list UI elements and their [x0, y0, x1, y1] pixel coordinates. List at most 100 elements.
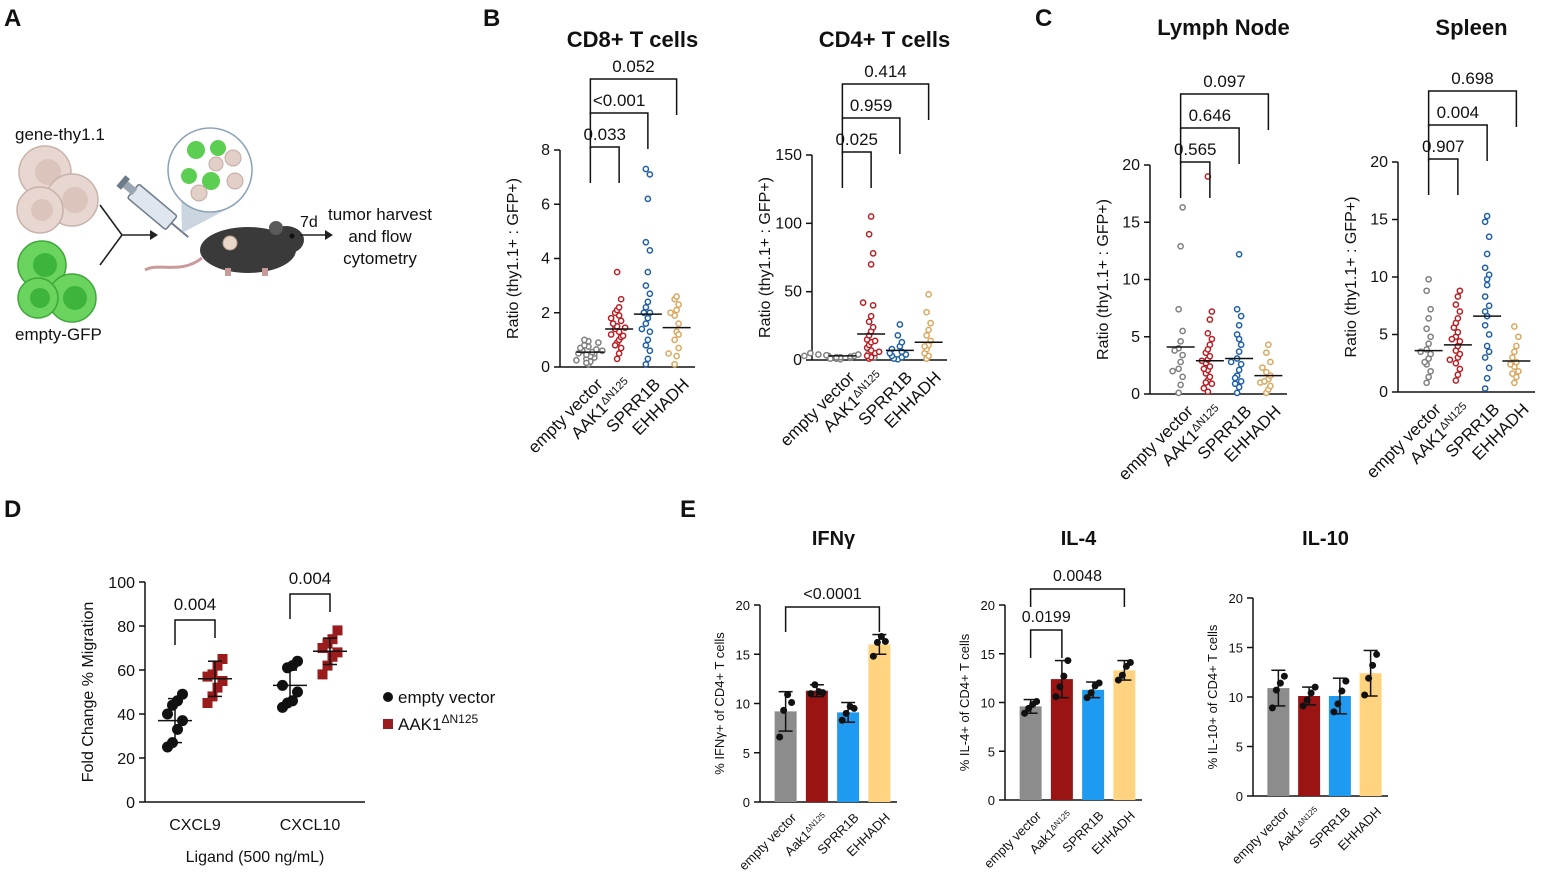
data-point: [1511, 323, 1518, 330]
chart-migration: 0 20 40 60 80 100 Fold Change % Migration Ligan…: [80, 569, 365, 866]
p-value-label: 0.025: [835, 130, 878, 149]
gfp-cell-3-nucleus: [30, 288, 50, 308]
y-tick-label: 8: [541, 142, 550, 159]
y-tick-label: 2: [541, 305, 550, 322]
y-tick-label: 4: [541, 251, 550, 268]
data-point: [784, 691, 792, 699]
data-point: [1276, 679, 1284, 687]
duration-label: 7d: [300, 214, 318, 231]
mix-thy-cell: [224, 149, 242, 167]
y-tick-label: 80: [117, 619, 135, 636]
legend-label-aak1: AAK1ΔN125: [398, 712, 479, 734]
significance-bracket: [1029, 588, 1126, 607]
y-tick-label: 100: [775, 215, 802, 232]
data-point: [1483, 342, 1491, 350]
significance-bracket: [174, 619, 216, 645]
data-point: [1481, 218, 1489, 226]
data-point: [855, 351, 862, 358]
data-point: [642, 165, 650, 173]
data-point: [1421, 358, 1428, 366]
y-tick-label: 0: [1379, 384, 1388, 401]
data-point: [1307, 689, 1315, 697]
data-point: [1060, 672, 1068, 680]
data-point: [673, 306, 680, 314]
data-point: [1208, 308, 1216, 315]
y-tick-label: 10: [1370, 269, 1388, 286]
y-tick-label: 5: [988, 744, 995, 759]
y-tick-label: 10: [1229, 690, 1243, 705]
data-point: [642, 360, 650, 368]
data-point: [867, 260, 875, 268]
data-point: [1056, 683, 1064, 691]
data-point: [1365, 674, 1373, 682]
data-point: [1179, 327, 1186, 335]
y-tick-label: 15: [1122, 214, 1140, 231]
data-point: [1261, 378, 1268, 385]
data-point: [859, 299, 867, 306]
empty-gfp-label: empty-GFP: [15, 325, 102, 344]
data-point: [581, 336, 588, 344]
chart-title: CD8+ T cells: [567, 27, 698, 52]
y-tick-label: 6: [541, 196, 550, 213]
data-point: [613, 268, 621, 276]
legend-label-empty-vector: empty vector: [398, 688, 496, 707]
x-axis-label: Ligand (500 ng/mL): [186, 849, 325, 866]
data-point: [1454, 328, 1462, 336]
data-point: [1235, 335, 1243, 343]
data-point: [1425, 373, 1432, 381]
data-point: [1175, 305, 1182, 313]
data-point: [1175, 389, 1182, 397]
data-point: [1330, 708, 1338, 716]
data-point: [1338, 687, 1346, 695]
data-point: [869, 652, 877, 660]
x-tick-label: CXCL9: [169, 817, 221, 834]
p-value-label: 0.959: [850, 96, 893, 115]
p-value-label: 0.414: [864, 62, 907, 81]
p-value-label: 0.004: [289, 569, 332, 588]
thy-cell-1-nucleus: [35, 159, 61, 185]
data-point: [1206, 373, 1214, 381]
data-point: [644, 314, 652, 322]
bar: [1298, 696, 1321, 796]
data-point: [780, 706, 788, 714]
y-tick-label: 20: [736, 598, 750, 613]
data-point: [595, 339, 602, 346]
data-point: [838, 716, 846, 724]
data-point: [1171, 347, 1178, 354]
data-point: [573, 356, 580, 364]
data-point: [332, 625, 343, 636]
data-point: [1179, 373, 1186, 381]
data-point: [1485, 233, 1493, 241]
y-tick-label: 15: [736, 647, 750, 662]
data-point: [644, 298, 652, 306]
data-point: [644, 355, 652, 363]
data-point: [1423, 325, 1430, 333]
data-point: [644, 195, 652, 203]
merge-arrow: [99, 204, 150, 266]
data-point: [1179, 351, 1186, 359]
p-value-label: 0.907: [1422, 137, 1465, 156]
data-point: [292, 655, 303, 667]
bar: [1082, 689, 1105, 800]
data-point: [1206, 341, 1214, 349]
data-point: [827, 355, 834, 362]
y-axis-label: Ratio (thy1.1+ : GFP+): [505, 178, 522, 339]
p-value-label: 0.033: [583, 125, 626, 144]
data-point: [667, 309, 674, 317]
bar: [1328, 696, 1351, 796]
legend-d: empty vector AAK1ΔN125: [383, 688, 496, 734]
mouse-icon: [144, 221, 304, 276]
harvest-line-2: and flow: [348, 227, 412, 246]
data-point: [1114, 676, 1122, 684]
chart-ifng: 0 5 10 15 20 IFNγ % IFNγ+ of CD4+ T cells <0.00…: [712, 528, 897, 873]
data-point: [1425, 315, 1432, 322]
data-point: [1177, 381, 1184, 389]
data-point: [1235, 366, 1243, 374]
data-point: [923, 308, 930, 316]
significance-bracket: [1427, 158, 1459, 195]
data-point: [1280, 672, 1288, 680]
data-point: [776, 733, 784, 741]
data-point: [646, 347, 654, 355]
data-point: [1454, 371, 1462, 379]
data-point: [1481, 264, 1489, 272]
